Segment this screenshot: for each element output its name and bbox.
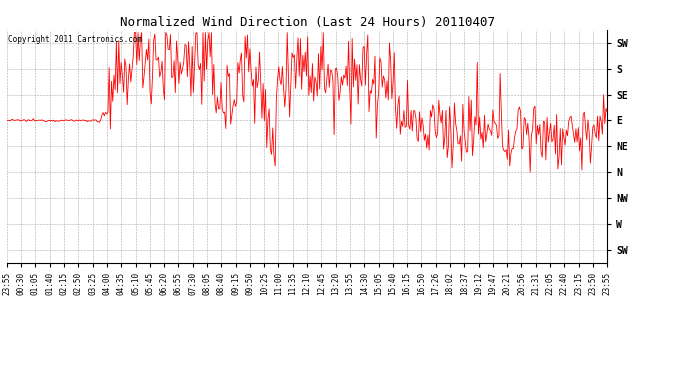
- Text: Copyright 2011 Cartronics.com: Copyright 2011 Cartronics.com: [8, 34, 142, 44]
- Title: Normalized Wind Direction (Last 24 Hours) 20110407: Normalized Wind Direction (Last 24 Hours…: [119, 16, 495, 29]
